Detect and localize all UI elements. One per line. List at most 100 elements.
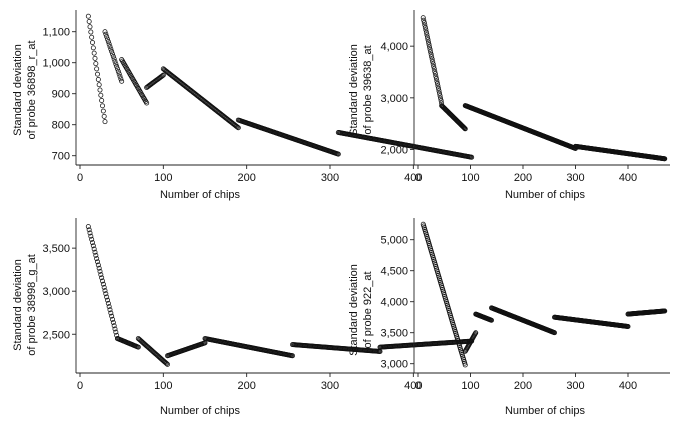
x-tick-label: 200 [514, 380, 532, 392]
data-point [489, 317, 494, 323]
data-point [437, 90, 442, 96]
y-axis-title-line-2: of probe 922_at [362, 271, 374, 348]
x-tick-label: 400 [619, 172, 637, 184]
data-point [99, 98, 105, 103]
data-point [235, 125, 241, 131]
y-tick-label: 2,000 [380, 145, 408, 157]
y-tick-label: 3,500 [42, 243, 70, 255]
data-point [421, 17, 427, 23]
data-point [423, 27, 429, 33]
data-point [427, 44, 433, 50]
data-point [110, 320, 116, 326]
data-point [427, 46, 433, 52]
data-point [109, 313, 115, 319]
y-tick-label: 3,500 [380, 328, 408, 340]
data-point [103, 291, 109, 297]
data-point [105, 300, 111, 306]
data-point [108, 46, 114, 52]
data-point [426, 39, 431, 45]
data-point [108, 310, 114, 316]
data-point [101, 113, 107, 119]
y-axis-title-line-1: Standard deviation [348, 264, 360, 356]
data-point [103, 31, 109, 37]
y-tick-label: 800 [52, 120, 70, 132]
data-point [88, 29, 94, 35]
x-tick-label: 300 [566, 172, 584, 184]
data-point [95, 259, 100, 265]
data-point [469, 154, 475, 160]
panel-922-at: Standard deviation of probe 922_at Numbe… [348, 218, 670, 417]
data-point [111, 56, 117, 62]
data-point [473, 330, 479, 336]
data-point [112, 58, 118, 64]
data-point [462, 125, 468, 131]
y-tick-label: 1,100 [42, 27, 70, 39]
data-point [105, 36, 110, 42]
x-tick-label: 100 [154, 380, 172, 392]
data-point [290, 353, 295, 359]
data-point [100, 278, 105, 284]
y-axis-title-line-1: Standard deviation [12, 259, 24, 351]
data-point [462, 362, 468, 368]
panel-38998-g-at: Standard deviation of probe 38998_g_at N… [12, 218, 480, 417]
data-point [102, 119, 108, 125]
data-point [100, 108, 106, 114]
data-point [114, 63, 120, 69]
data-point [160, 72, 166, 78]
data-point [96, 265, 102, 271]
data-point [93, 252, 99, 258]
data-point [429, 56, 435, 62]
data-point [104, 294, 110, 300]
panel-36898-r-at: Standard deviation of probe 36898_r_at N… [12, 10, 480, 201]
data-point [100, 281, 106, 287]
data-point [90, 45, 96, 51]
data-point [113, 329, 119, 335]
data-point [90, 40, 95, 46]
data-point [106, 304, 112, 310]
y-tick-label: 4,500 [380, 266, 408, 278]
x-tick-label: 200 [237, 380, 255, 392]
x-tick-label: 200 [237, 172, 255, 184]
x-tick-label: 0 [77, 380, 83, 392]
data-point [109, 49, 115, 55]
data-point [435, 83, 441, 89]
x-tick-label: 300 [566, 380, 584, 392]
x-tick-label: 400 [619, 380, 637, 392]
data-point [432, 71, 438, 77]
data-point [144, 100, 150, 106]
data-point [93, 61, 99, 67]
data-point [421, 20, 427, 26]
data-point [335, 151, 341, 157]
x-axis-title: Number of chips [160, 405, 241, 417]
data-point [107, 307, 113, 313]
data-point [428, 51, 434, 57]
data-point [430, 59, 436, 65]
data-point [105, 39, 111, 45]
data-point [434, 81, 440, 86]
x-axis-title: Number of chips [505, 189, 586, 201]
data-point [428, 49, 434, 55]
x-tick-label: 100 [154, 172, 172, 184]
data-point [425, 37, 431, 43]
y-axis-title: Standard deviation of probe 922_at [348, 264, 374, 356]
data-point [104, 34, 110, 40]
data-point [461, 125, 467, 131]
data-point [92, 55, 98, 61]
x-tick-label: 200 [514, 172, 532, 184]
y-tick-label: 5,000 [380, 235, 408, 247]
data-point [98, 272, 104, 278]
data-point [87, 24, 93, 30]
data-points [85, 224, 475, 367]
x-tick-label: 0 [415, 380, 421, 392]
data-point [110, 316, 115, 322]
y-tick-label: 3,000 [380, 93, 408, 105]
y-tick-label: 900 [52, 89, 70, 101]
data-point [115, 66, 120, 72]
data-point [102, 29, 108, 35]
data-point [164, 361, 170, 367]
data-point [91, 246, 97, 252]
data-point [107, 44, 113, 50]
data-point [436, 85, 441, 91]
data-point [89, 34, 95, 40]
